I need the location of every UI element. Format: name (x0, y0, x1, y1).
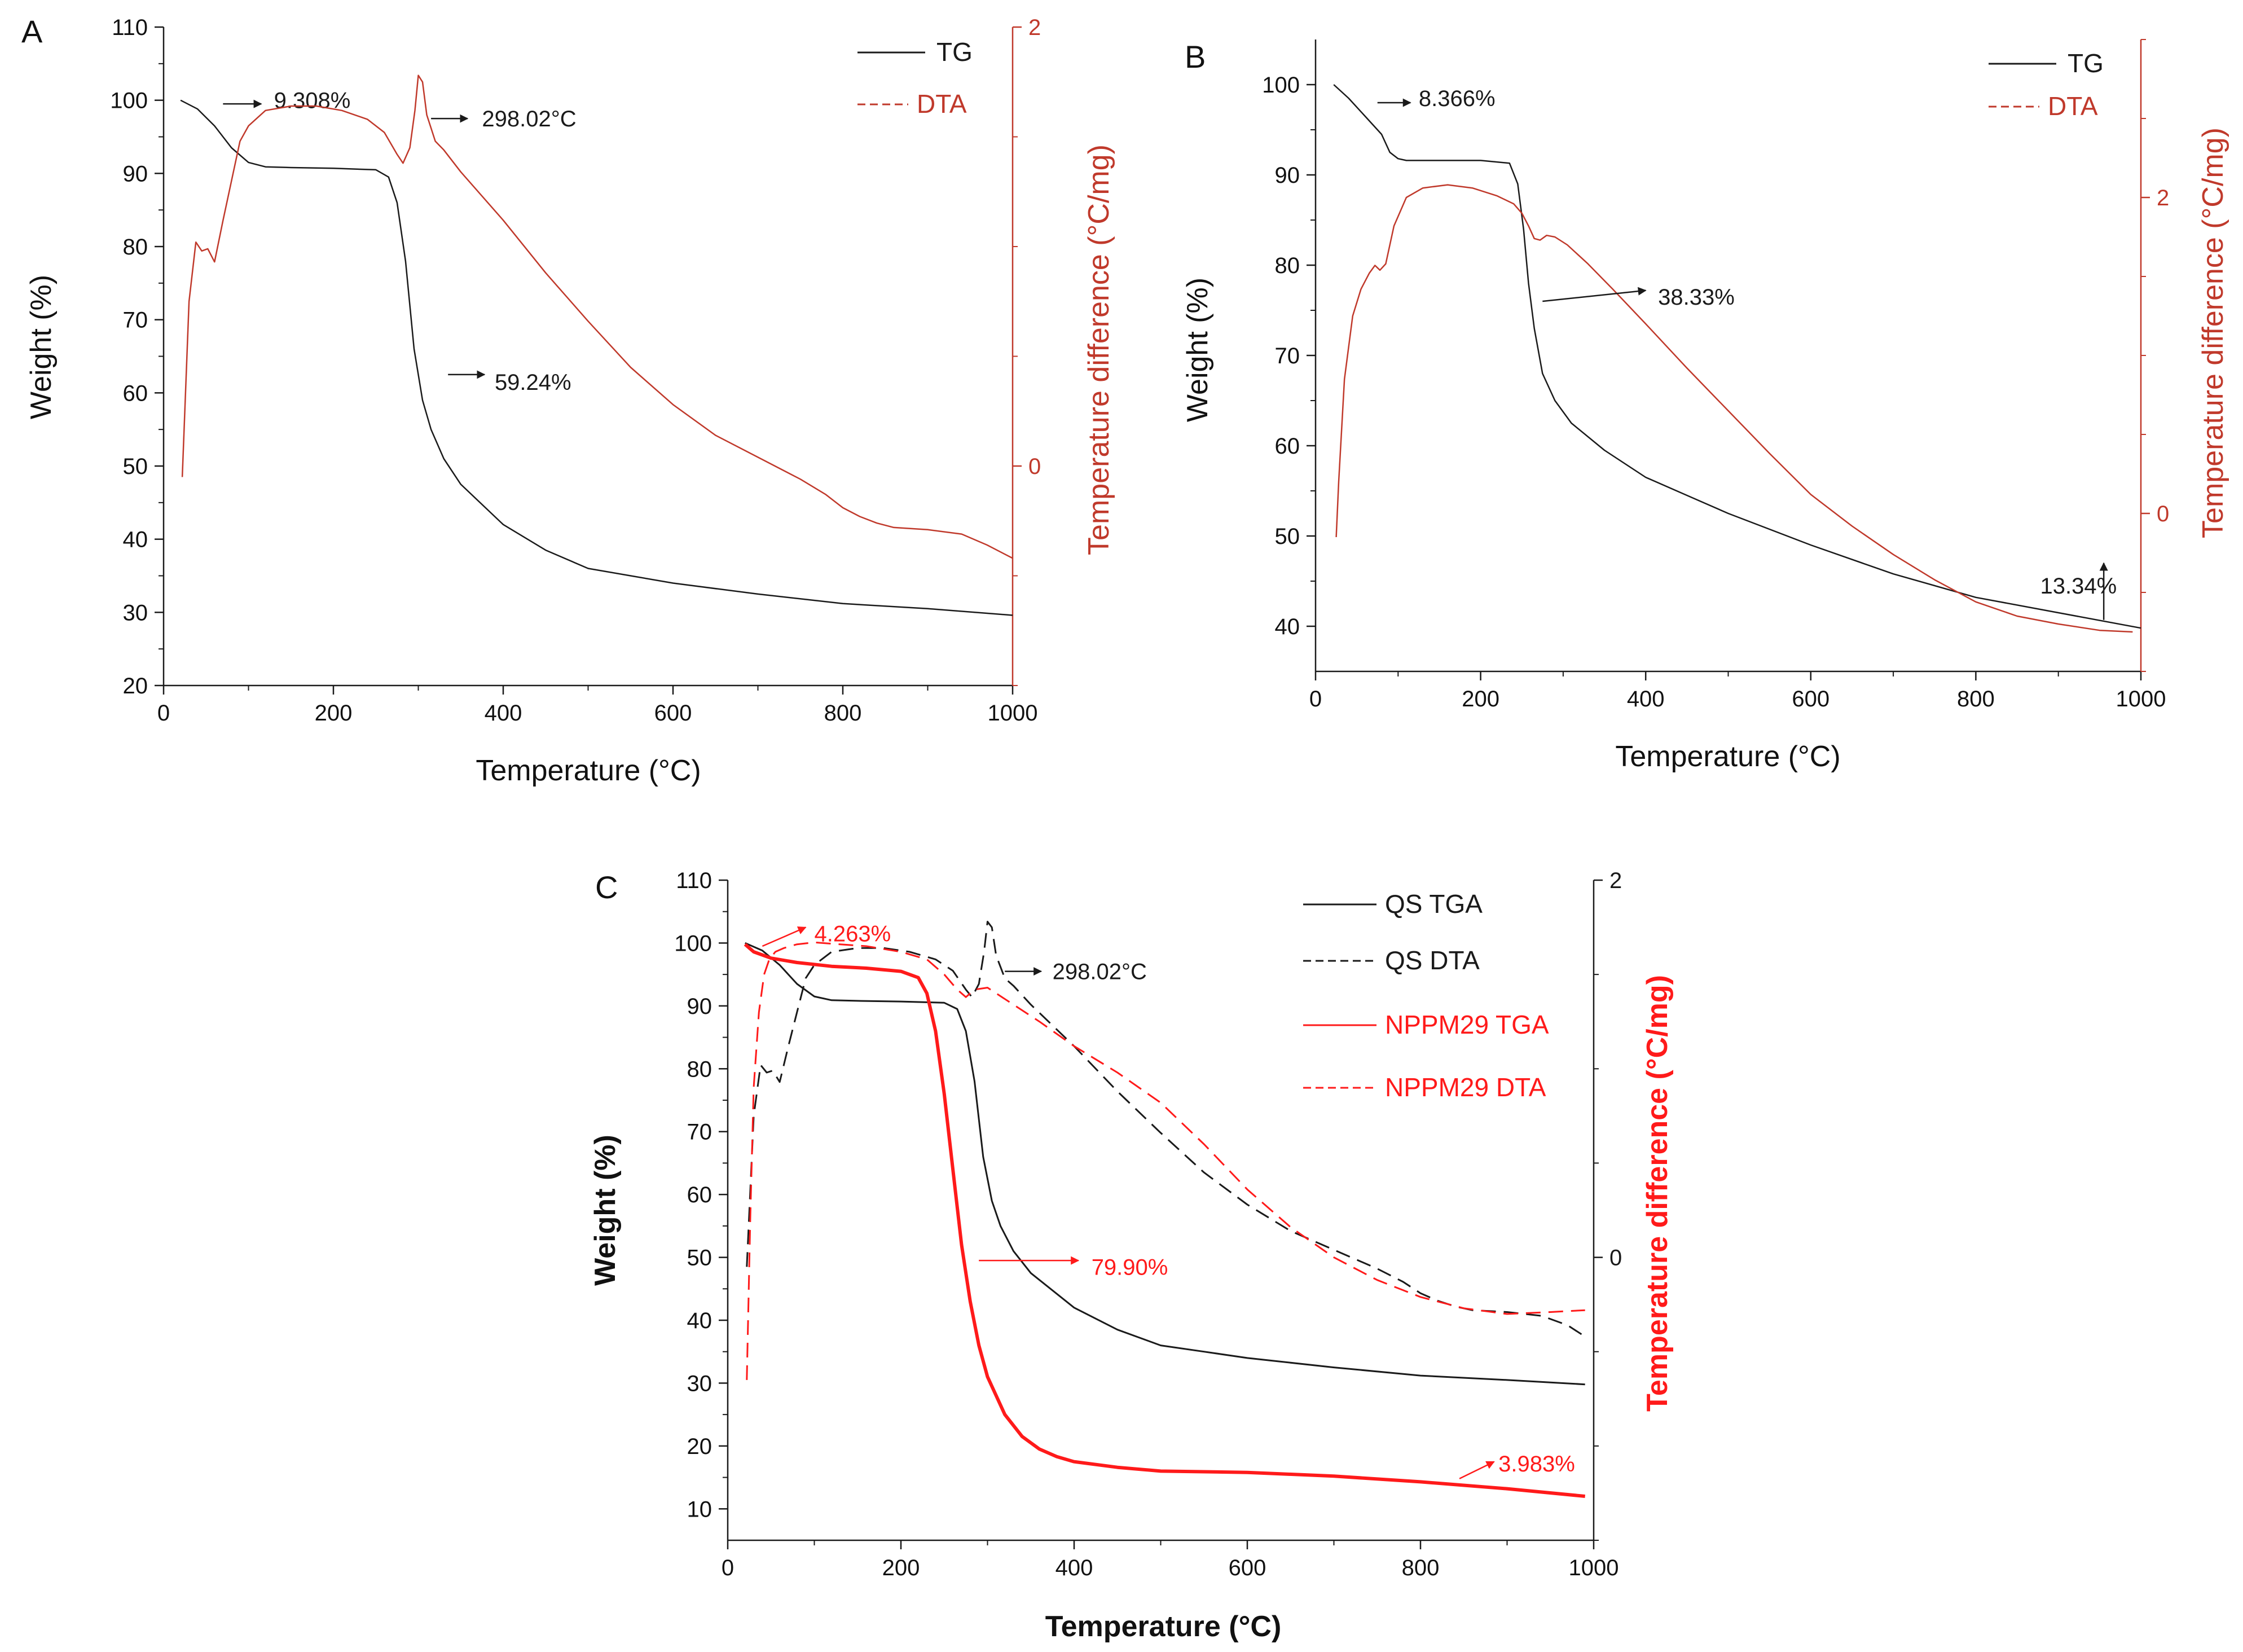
annotation-label-tg-step-2: 38.33% (1658, 285, 1735, 310)
x-axis-label: Temperature (°C) (1615, 740, 1840, 773)
y-tick-label: 70 (687, 1120, 713, 1145)
x-tick-label: 800 (824, 701, 862, 726)
y-tick-label: 50 (123, 454, 148, 479)
y-tick-label: 30 (123, 600, 148, 625)
x-tick-label: 1000 (988, 701, 1038, 726)
series-line-tg (180, 99, 1013, 616)
y-tick-label: 50 (687, 1246, 713, 1271)
series-line-qs-dta (746, 921, 1586, 1338)
annotation-label-tg-step-2: 59.24% (495, 370, 571, 395)
y-axis-label: Weight (%) (589, 1135, 622, 1286)
annotation-arrow (1459, 1461, 1495, 1479)
y2-tick-label: 2 (1028, 15, 1041, 40)
y2-tick-label: 2 (2157, 186, 2169, 210)
legend-label-dta: DTA (917, 89, 967, 118)
y-tick-label: 60 (123, 381, 148, 406)
annotation-label-nppm29-step-2: 79.90% (1092, 1255, 1168, 1280)
y-tick-label: 70 (1275, 344, 1300, 368)
y-tick-label: 80 (687, 1057, 713, 1082)
legend-label-dta: DTA (2048, 91, 2098, 121)
y-tick-label: 80 (123, 235, 148, 260)
y2-axis-label: Temperature difference (°C/mg) (1641, 975, 1674, 1412)
y-tick-label: 70 (123, 308, 148, 333)
panel-label: C (595, 869, 618, 905)
annotation-label-qs-dta-peak: 298.02°C (1053, 960, 1147, 985)
annotation-label-nppm29-residue: 3.983% (1498, 1452, 1575, 1477)
y2-tick-label: 2 (1609, 868, 1622, 893)
x-axis-label: Temperature (°C) (1045, 1610, 1282, 1643)
x-tick-label: 400 (485, 701, 522, 726)
legend-label-qs-tga: QS TGA (1385, 889, 1483, 919)
legend-label-tg: TG (936, 37, 973, 67)
y-tick-label: 30 (687, 1371, 713, 1396)
x-tick-label: 1000 (1569, 1556, 1619, 1580)
annotation-label-residue: 13.34% (2040, 574, 2117, 599)
y-tick-label: 40 (123, 528, 148, 552)
y-tick-label: 100 (110, 89, 148, 113)
panel-b-chart: B Temperature (°C) Weight (%) Temperatur… (1181, 39, 2229, 773)
series-line-nppm29-dta (746, 941, 1585, 1380)
y-axis-label: Weight (%) (25, 275, 58, 419)
annotation-arrow (762, 926, 807, 947)
legend-label-nppm29-dta: NPPM29 DTA (1385, 1073, 1546, 1102)
x-tick-label: 0 (722, 1556, 734, 1580)
x-tick-label: 200 (1462, 687, 1499, 711)
x-tick-label: 0 (1309, 687, 1322, 711)
y2-tick-label: 0 (1028, 454, 1041, 479)
annotation-label-tg-step-1: 8.366% (1419, 86, 1496, 111)
x-tick-label: 800 (1957, 687, 1995, 711)
series-line-nppm29-tga (744, 943, 1585, 1498)
x-tick-label: 400 (1055, 1556, 1093, 1580)
y-tick-label: 40 (1275, 614, 1300, 639)
y-axis-label: Weight (%) (1181, 278, 1214, 422)
x-tick-label: 800 (1402, 1556, 1440, 1580)
series-line-qs-tga (745, 942, 1585, 1386)
panel-a-chart: A Temperature (°C) Weight (%) Temperatur… (21, 14, 1115, 787)
y-tick-label: 90 (123, 161, 148, 186)
y2-axis-label: Temperature difference (°C/mg) (2197, 128, 2229, 538)
x-tick-label: 600 (1229, 1556, 1266, 1580)
y-tick-label: 100 (1262, 73, 1300, 98)
annotation-label-nppm29-step-1: 4.263% (815, 922, 891, 947)
series-line-dta (181, 74, 1013, 559)
y2-tick-label: 0 (1609, 1246, 1622, 1271)
y-tick-label: 110 (112, 15, 148, 40)
y-tick-label: 90 (1275, 163, 1300, 188)
y-tick-label: 90 (687, 994, 713, 1019)
y2-axis-label: Temperature difference (°C/mg) (1083, 144, 1115, 555)
x-tick-label: 200 (882, 1556, 920, 1580)
annotation-label-dta-peak: 298.02°C (482, 107, 576, 131)
x-tick-label: 400 (1627, 687, 1665, 711)
x-tick-label: 600 (654, 701, 692, 726)
y2-tick-label: 0 (2157, 502, 2169, 526)
x-axis-label: Temperature (°C) (476, 754, 701, 787)
y-tick-label: 110 (676, 868, 712, 893)
y-tick-label: 40 (687, 1308, 713, 1333)
series-line-tg (1333, 84, 2141, 629)
x-tick-label: 1000 (2116, 687, 2166, 711)
y-tick-label: 60 (687, 1183, 713, 1207)
y-tick-label: 20 (123, 674, 148, 698)
x-tick-label: 200 (315, 701, 353, 726)
x-tick-label: 0 (157, 701, 170, 726)
annotation-arrow (1542, 287, 1647, 302)
panel-label: A (21, 14, 43, 49)
y-tick-label: 10 (687, 1497, 713, 1522)
panel-label: B (1185, 39, 1206, 74)
series-line-dta (1335, 184, 2133, 633)
legend-label-nppm29-tga: NPPM29 TGA (1385, 1010, 1549, 1039)
y-tick-label: 50 (1275, 524, 1300, 549)
y-tick-label: 100 (674, 931, 712, 956)
legend-label-qs-dta: QS DTA (1385, 946, 1480, 975)
panel-c-chart: C Temperature (°C) Weight (%) Temperatur… (589, 868, 1674, 1643)
legend-label-tg: TG (2068, 49, 2104, 78)
y-tick-label: 60 (1275, 434, 1300, 459)
y-tick-label: 80 (1275, 253, 1300, 278)
x-tick-label: 600 (1792, 687, 1829, 711)
y-tick-label: 20 (687, 1434, 713, 1459)
